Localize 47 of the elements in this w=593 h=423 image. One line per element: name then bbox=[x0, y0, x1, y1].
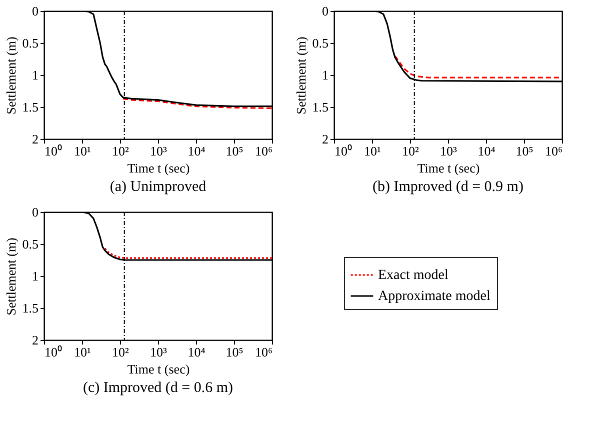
x-tick-label: 10¹ bbox=[364, 144, 382, 158]
x-tick-label: 10⁶ bbox=[544, 144, 562, 158]
y-tick-label: 1 bbox=[322, 68, 328, 82]
legend-label: Exact model bbox=[378, 268, 448, 283]
y-tick-label: 1 bbox=[32, 68, 38, 82]
x-axis-title: Time t (sec) bbox=[417, 160, 480, 176]
y-axis-title: Settlement (m) bbox=[3, 238, 18, 316]
x-tick-label: 10⁰ bbox=[334, 144, 352, 158]
x-tick-label: 10⁰ bbox=[44, 344, 62, 360]
x-axis-title: Time t (sec) bbox=[127, 362, 190, 376]
x-tick-label: 10¹ bbox=[74, 344, 92, 360]
y-tick-label: 1.5 bbox=[312, 100, 328, 114]
x-tick-label: 10² bbox=[402, 144, 420, 158]
x-tick-label: 10² bbox=[112, 344, 130, 360]
y-tick-label: 0.5 bbox=[22, 36, 38, 50]
x-tick-label: 10¹ bbox=[74, 144, 92, 158]
legend-label: Approximate model bbox=[378, 289, 490, 304]
y-tick-label: 0 bbox=[322, 4, 328, 18]
x-axis-title: Time t (sec) bbox=[127, 160, 190, 176]
y-tick-label: 1 bbox=[32, 268, 38, 284]
x-tick-label: 10⁴ bbox=[188, 344, 206, 360]
text: (c) Improved (d = 0.6 m) bbox=[82, 380, 234, 396]
y-tick-label: 0 bbox=[32, 204, 38, 220]
y-tick-label: 0 bbox=[32, 4, 38, 18]
y-tick-label: 1.5 bbox=[22, 100, 38, 114]
x-tick-label: 10³ bbox=[150, 144, 168, 158]
y-tick-label: 0.5 bbox=[22, 236, 38, 252]
x-tick-label: 10⁵ bbox=[516, 144, 534, 158]
x-tick-label: 10² bbox=[112, 144, 130, 158]
y-axis-title: Settlement (m) bbox=[293, 36, 308, 114]
y-axis-title: Settlement (m) bbox=[3, 36, 18, 114]
x-tick-label: 10³ bbox=[150, 344, 168, 360]
text: (a) Unimproved bbox=[110, 179, 207, 195]
x-tick-label: 10⁴ bbox=[478, 144, 496, 158]
x-tick-label: 10⁴ bbox=[188, 144, 206, 158]
y-tick-label: 1.5 bbox=[22, 300, 38, 316]
x-tick-label: 10³ bbox=[440, 144, 458, 158]
x-tick-label: 10⁵ bbox=[226, 144, 244, 158]
y-tick-label: 2 bbox=[32, 132, 38, 146]
text: (b) Improved (d = 0.9 m) bbox=[372, 179, 524, 195]
y-tick-label: 2 bbox=[322, 132, 328, 146]
x-tick-label: 10⁶ bbox=[254, 144, 272, 158]
x-tick-label: 10⁵ bbox=[226, 344, 244, 360]
x-tick-label: 10⁰ bbox=[44, 144, 62, 158]
y-tick-label: 2 bbox=[32, 332, 38, 348]
x-tick-label: 10⁶ bbox=[254, 344, 272, 360]
y-tick-label: 0.5 bbox=[312, 36, 328, 50]
